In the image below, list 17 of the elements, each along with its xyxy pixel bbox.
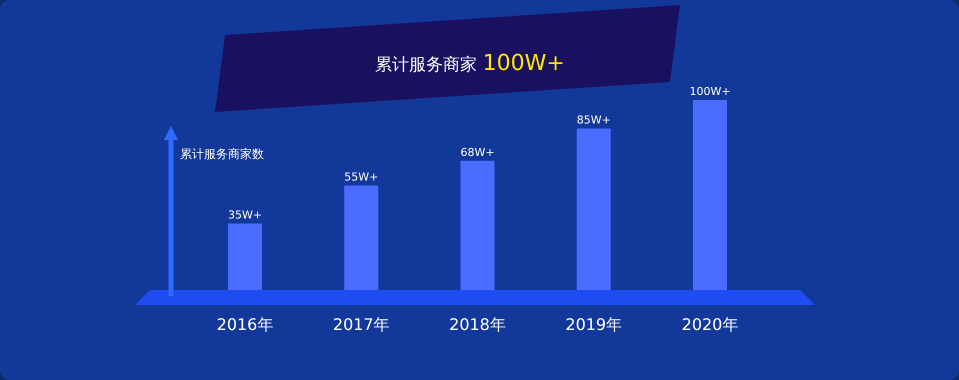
x-tick-label: 2020年 <box>682 315 738 334</box>
bar <box>344 186 378 290</box>
data-label: 85W+ <box>576 114 611 126</box>
x-tick-label: 2019年 <box>565 315 622 334</box>
bar <box>693 100 727 290</box>
x-tick-label: 2016年 <box>216 315 274 334</box>
data-label: 55W+ <box>344 170 378 184</box>
data-label: 68W+ <box>460 146 495 159</box>
bar <box>576 128 611 290</box>
bar <box>228 224 262 290</box>
data-label: 35W+ <box>228 208 262 222</box>
y-axis-title: 累计服务商家数 <box>180 147 264 161</box>
chart-title: 累计服务商家 100W+ <box>375 51 565 76</box>
bar <box>460 160 494 290</box>
x-tick-label: 2017年 <box>332 315 390 334</box>
x-tick-label: 2018年 <box>449 315 506 334</box>
data-label: 100W+ <box>689 85 731 98</box>
